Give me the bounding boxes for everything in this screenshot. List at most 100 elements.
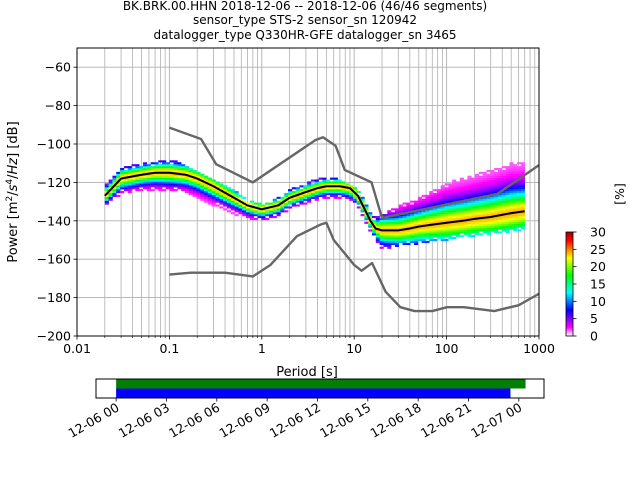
density-cell xyxy=(215,204,220,207)
density-cell xyxy=(505,221,510,224)
density-cell xyxy=(173,181,178,184)
density-cell xyxy=(288,198,293,201)
density-cell xyxy=(158,164,163,167)
density-cell xyxy=(429,216,434,219)
density-cell xyxy=(280,208,285,211)
density-cell xyxy=(314,196,319,199)
density-cell xyxy=(494,200,499,203)
density-cell xyxy=(402,239,407,242)
density-cell xyxy=(368,214,373,217)
density-cell xyxy=(383,214,388,217)
density-cell xyxy=(467,175,472,178)
density-cell xyxy=(272,206,277,209)
density-cell xyxy=(455,225,461,228)
density-cell xyxy=(505,194,510,197)
density-cell xyxy=(475,173,480,176)
density-cell xyxy=(471,221,476,224)
density-cell xyxy=(501,221,506,224)
density-cell xyxy=(104,198,109,201)
density-cell xyxy=(238,204,243,207)
density-cell xyxy=(139,168,144,171)
density-cell xyxy=(505,175,510,178)
density-cell xyxy=(452,208,457,211)
timeline-tick-label: 12-06 18 xyxy=(367,400,423,441)
density-cell xyxy=(433,225,438,228)
density-cell xyxy=(379,239,384,242)
density-cell xyxy=(497,194,503,197)
density-cell xyxy=(475,191,480,194)
density-cell xyxy=(501,225,506,228)
density-cell xyxy=(127,189,132,192)
density-cell xyxy=(280,204,285,207)
density-cell xyxy=(505,214,510,217)
density-cell xyxy=(154,187,159,190)
density-cell xyxy=(177,169,182,173)
density-cell xyxy=(398,221,403,224)
density-cell xyxy=(501,192,506,196)
density-cell xyxy=(467,187,472,190)
density-cell xyxy=(490,198,495,201)
density-cell xyxy=(394,244,400,247)
density-cell xyxy=(398,233,403,236)
density-cell xyxy=(379,223,384,226)
density-cell xyxy=(246,212,251,215)
density-cell xyxy=(379,246,384,249)
density-cell xyxy=(177,183,182,186)
density-cell xyxy=(116,173,121,176)
density-cell xyxy=(421,235,426,238)
density-cell xyxy=(517,169,522,173)
density-cell xyxy=(490,171,495,174)
density-cell xyxy=(406,231,411,234)
density-cell xyxy=(291,192,296,196)
density-cell xyxy=(375,229,380,232)
density-cell xyxy=(494,231,499,234)
density-cell xyxy=(497,171,503,174)
density-cell xyxy=(402,219,407,222)
density-cell xyxy=(436,210,442,213)
density-cell xyxy=(429,196,434,199)
density-cell xyxy=(455,217,461,221)
density-cell xyxy=(223,198,228,201)
density-cell xyxy=(291,191,296,194)
density-cell xyxy=(436,233,442,236)
density-cell xyxy=(142,185,148,188)
density-cell xyxy=(444,231,449,234)
density-cell xyxy=(501,229,506,232)
density-cell xyxy=(120,181,125,184)
density-cell xyxy=(486,175,491,178)
density-cell xyxy=(204,175,209,178)
x-tick-label: 0.1 xyxy=(159,341,179,356)
density-cell xyxy=(490,223,495,226)
density-cell xyxy=(471,212,476,215)
density-cell xyxy=(387,221,392,224)
density-cell xyxy=(379,225,384,228)
density-cell xyxy=(307,198,312,201)
density-cell xyxy=(513,183,518,186)
density-cell xyxy=(127,183,132,186)
density-cell xyxy=(448,231,453,234)
density-cell xyxy=(383,225,388,228)
density-cell xyxy=(444,239,449,242)
density-cell xyxy=(471,216,476,219)
density-cell xyxy=(204,198,209,201)
density-cell xyxy=(475,210,480,213)
density-cell xyxy=(135,189,140,192)
density-cell xyxy=(509,189,514,192)
density-cell xyxy=(440,233,445,236)
density-cell xyxy=(200,187,205,190)
density-cell xyxy=(394,242,400,245)
density-cell xyxy=(459,221,464,224)
density-cell xyxy=(429,225,434,228)
density-cell xyxy=(497,187,503,190)
density-cell xyxy=(158,185,163,188)
density-cell xyxy=(463,225,468,228)
density-cell xyxy=(387,210,392,213)
density-cell xyxy=(436,208,442,211)
density-cell xyxy=(184,189,190,192)
density-cell xyxy=(234,204,239,207)
y-label-sup-2: 2 xyxy=(5,196,15,202)
density-cell xyxy=(375,225,380,228)
density-cell xyxy=(387,219,392,222)
density-cell xyxy=(299,189,304,192)
density-cell xyxy=(482,177,487,180)
